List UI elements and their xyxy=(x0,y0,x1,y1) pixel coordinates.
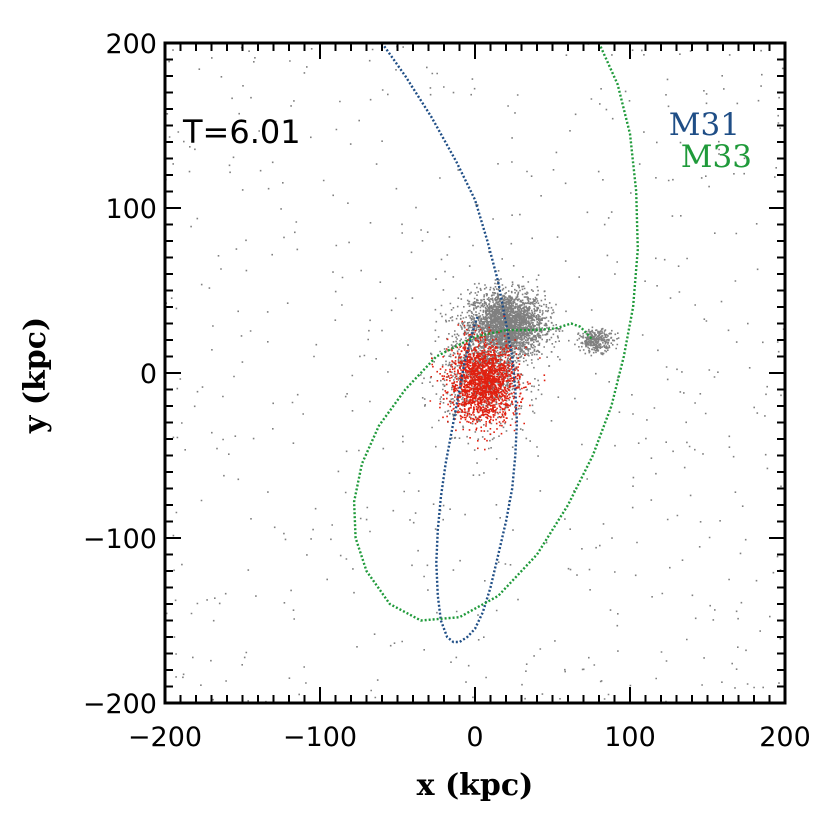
particles-gray-0 xyxy=(435,265,570,391)
y-tick-label: −100 xyxy=(83,524,157,555)
y-tick-label: −200 xyxy=(83,689,157,720)
legend-m33: M33 xyxy=(681,139,752,175)
x-tick-label: 0 xyxy=(466,722,483,753)
x-tick-label: 100 xyxy=(604,722,656,753)
time-annotation: T=6.01 xyxy=(182,113,301,151)
x-tick-label: −100 xyxy=(283,722,357,753)
x-tick-label: 200 xyxy=(759,722,811,753)
particle-cloud-gray xyxy=(435,265,570,391)
tick-labels: −200 −100 0 100 200 −200 −100 0 100 200 xyxy=(83,29,811,753)
x-tick-label: −200 xyxy=(128,722,202,753)
axis-ticks xyxy=(164,42,786,704)
y-tick-label: 200 xyxy=(105,29,157,60)
y-tick-label: 0 xyxy=(140,359,157,390)
orbit-m33 xyxy=(352,42,639,622)
particle-cloud-gray xyxy=(574,326,620,357)
x-axis-title: x (kpc) xyxy=(417,768,534,803)
y-axis-title: y (kpc) xyxy=(18,317,53,434)
y-tick-label: 100 xyxy=(105,194,157,225)
particle-scatter xyxy=(165,43,786,704)
legend-m31: M31 xyxy=(669,107,740,143)
orbit-lines xyxy=(352,42,639,644)
particle-cloud-red xyxy=(429,315,546,451)
particles-red-3 xyxy=(429,315,546,451)
orbit-m31 xyxy=(381,42,519,644)
particles-gray-2 xyxy=(574,326,620,357)
